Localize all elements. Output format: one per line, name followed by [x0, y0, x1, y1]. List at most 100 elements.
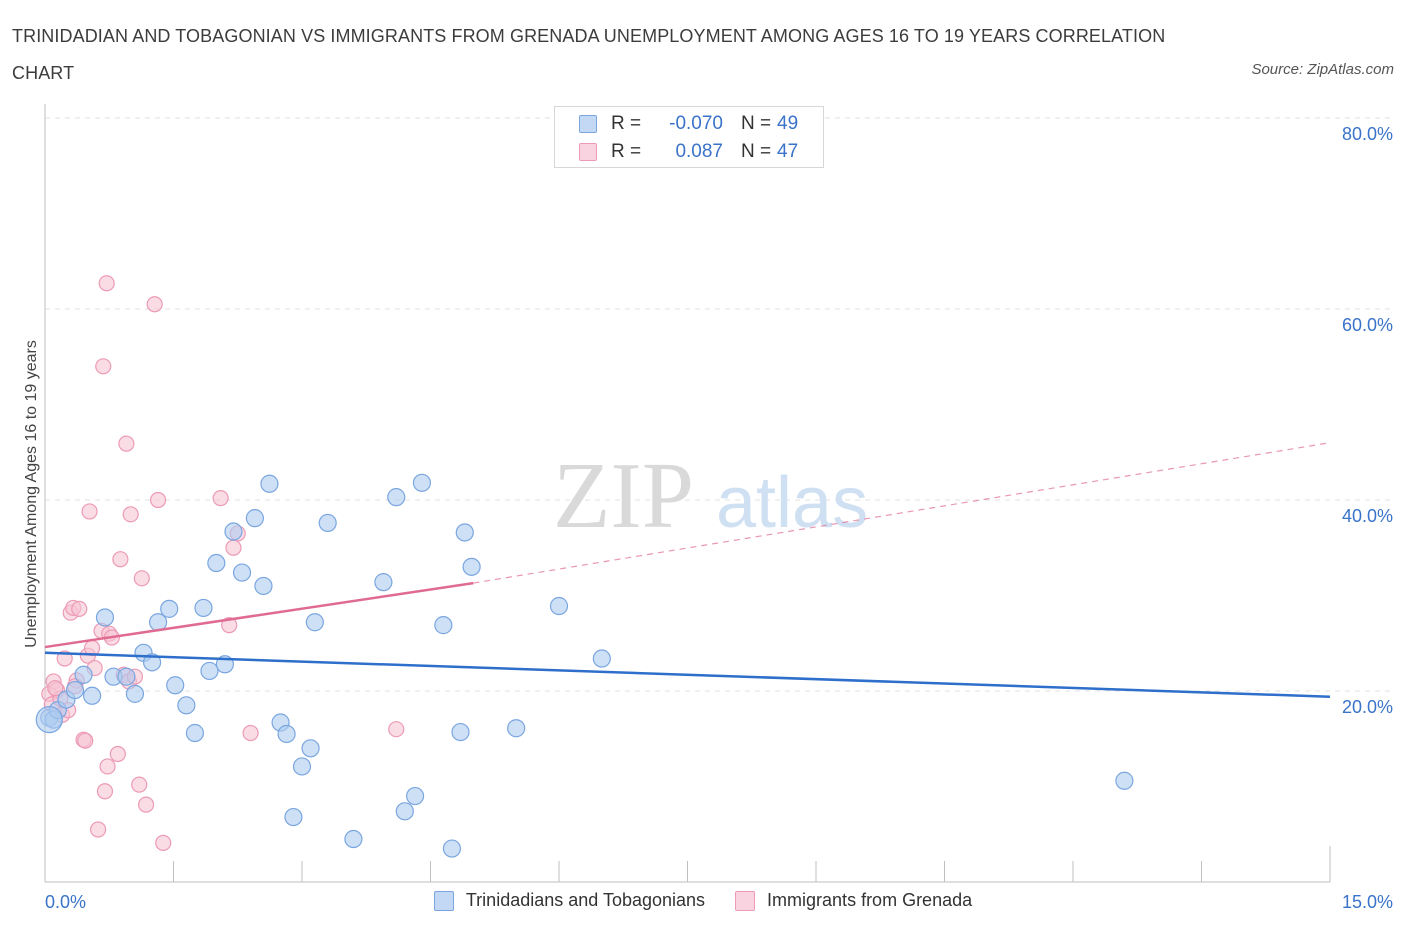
- point-trinidadian: [65, 680, 85, 700]
- legend-swatch-pink: [735, 890, 756, 911]
- point-trinidadian: [455, 523, 474, 542]
- x-tick-label: 0.0%: [45, 892, 86, 912]
- point-grenada: [98, 275, 115, 292]
- point-grenada: [149, 491, 167, 509]
- series-legend: Trinidadians and Tobagonians Immigrants …: [0, 890, 1406, 911]
- point-trinidadian: [405, 786, 425, 806]
- legend-r-value: 0.087: [675, 141, 723, 162]
- point-trinidadian: [177, 696, 196, 715]
- point-grenada: [242, 724, 259, 742]
- correlation-legend: R = -0.070 N = 49 R = 0.087 N = 47: [554, 106, 824, 168]
- trend-line-grenada: [44, 581, 474, 649]
- point-grenada: [137, 796, 155, 813]
- x-tick-label: 15.0%: [1342, 892, 1393, 912]
- point-grenada: [109, 745, 126, 763]
- point-trinidadian: [318, 513, 337, 533]
- grid-lines: [45, 117, 1395, 692]
- point-trinidadian: [207, 553, 226, 573]
- point-grenada: [96, 783, 114, 800]
- legend-r-label: R =: [611, 141, 642, 162]
- point-trinidadian: [395, 802, 414, 821]
- point-grenada: [146, 296, 163, 313]
- point-trinidadian: [95, 608, 115, 627]
- watermark-zip: ZIP: [553, 444, 694, 548]
- legend-n-value: 49: [777, 113, 799, 134]
- point-trinidadian: [292, 757, 312, 776]
- point-trinidadian: [387, 488, 406, 507]
- y-tick-label: 60.0%: [1342, 315, 1393, 335]
- legend-n-value: 47: [777, 141, 799, 162]
- point-trinidadian: [142, 653, 162, 672]
- y-tick-label: 20.0%: [1342, 697, 1393, 717]
- point-trinidadian: [254, 576, 273, 596]
- source-label: Source: ZipAtlas.com: [1251, 61, 1394, 78]
- point-trinidadian: [305, 613, 324, 632]
- trend-lines: [44, 442, 1331, 698]
- legend-row-blue: R = -0.070 N = 49: [579, 112, 798, 136]
- legend-item-label: Trinidadians and Tobagonians: [465, 890, 706, 910]
- point-trinidadian: [35, 706, 63, 734]
- point-trinidadian: [434, 616, 453, 635]
- point-grenada: [122, 506, 139, 523]
- point-trinidadian: [200, 661, 219, 681]
- point-trinidadian: [160, 599, 179, 618]
- legend-swatch-blue: [579, 115, 597, 133]
- point-trinidadian: [549, 596, 569, 616]
- legend-row-pink: R = 0.087 N = 47: [579, 140, 798, 164]
- point-grenada: [99, 758, 116, 775]
- point-grenada: [71, 600, 88, 617]
- point-trinidadian: [451, 722, 470, 742]
- point-grenada: [90, 821, 107, 838]
- point-grenada: [225, 539, 242, 556]
- data-points: [35, 275, 1134, 858]
- legend-swatch-blue: [433, 890, 454, 911]
- point-trinidadian: [166, 676, 185, 695]
- point-trinidadian: [185, 723, 205, 743]
- point-trinidadian: [117, 667, 136, 686]
- point-trinidadian: [284, 807, 303, 827]
- point-trinidadian: [412, 473, 432, 492]
- legend-item-grenada: Immigrants from Grenada: [735, 890, 972, 911]
- point-trinidadian: [344, 829, 363, 849]
- point-trinidadian: [1115, 771, 1134, 790]
- point-trinidadian: [194, 598, 213, 618]
- point-trinidadian: [232, 563, 252, 582]
- point-trinidadian: [125, 684, 145, 703]
- point-grenada: [131, 776, 148, 793]
- point-grenada: [47, 680, 64, 697]
- tick-labels: 20.0% 40.0% 60.0% 80.0% 0.0% 15.0%: [45, 124, 1393, 912]
- point-trinidadian: [442, 839, 462, 858]
- point-trinidadian: [301, 739, 320, 758]
- point-grenada: [388, 721, 405, 738]
- point-grenada: [212, 489, 229, 507]
- point-grenada: [155, 834, 172, 851]
- legend-item-trinidadians: Trinidadians and Tobagonians: [433, 890, 706, 911]
- legend-r-label: R =: [611, 113, 642, 134]
- axes: [44, 104, 1331, 883]
- legend-n-label: N =: [741, 113, 772, 134]
- point-grenada: [133, 570, 150, 587]
- legend-n-label: N =: [741, 141, 772, 162]
- point-trinidadian: [245, 509, 264, 528]
- point-trinidadian: [507, 719, 526, 738]
- legend-r-value: -0.070: [669, 113, 723, 134]
- point-grenada: [112, 551, 129, 568]
- point-grenada: [77, 732, 94, 749]
- chart-title: TRINIDADIAN AND TOBAGONIAN VS IMMIGRANTS…: [12, 26, 1166, 83]
- point-trinidadian: [374, 573, 393, 592]
- point-trinidadian: [74, 665, 93, 684]
- point-trinidadian: [224, 522, 243, 541]
- point-trinidadian: [277, 724, 296, 744]
- y-tick-label: 80.0%: [1342, 124, 1393, 144]
- point-grenada: [118, 435, 135, 452]
- point-grenada: [95, 358, 112, 375]
- legend-swatch-pink: [579, 143, 597, 161]
- legend-item-label: Immigrants from Grenada: [767, 890, 973, 910]
- point-trinidadian: [592, 649, 611, 668]
- watermark-atlas: atlas: [716, 463, 868, 543]
- y-tick-label: 40.0%: [1342, 506, 1393, 526]
- y-axis-label: Unemployment Among Ages 16 to 19 years: [23, 340, 40, 648]
- trend-line-trinidadian: [44, 651, 1331, 698]
- point-trinidadian: [260, 474, 279, 493]
